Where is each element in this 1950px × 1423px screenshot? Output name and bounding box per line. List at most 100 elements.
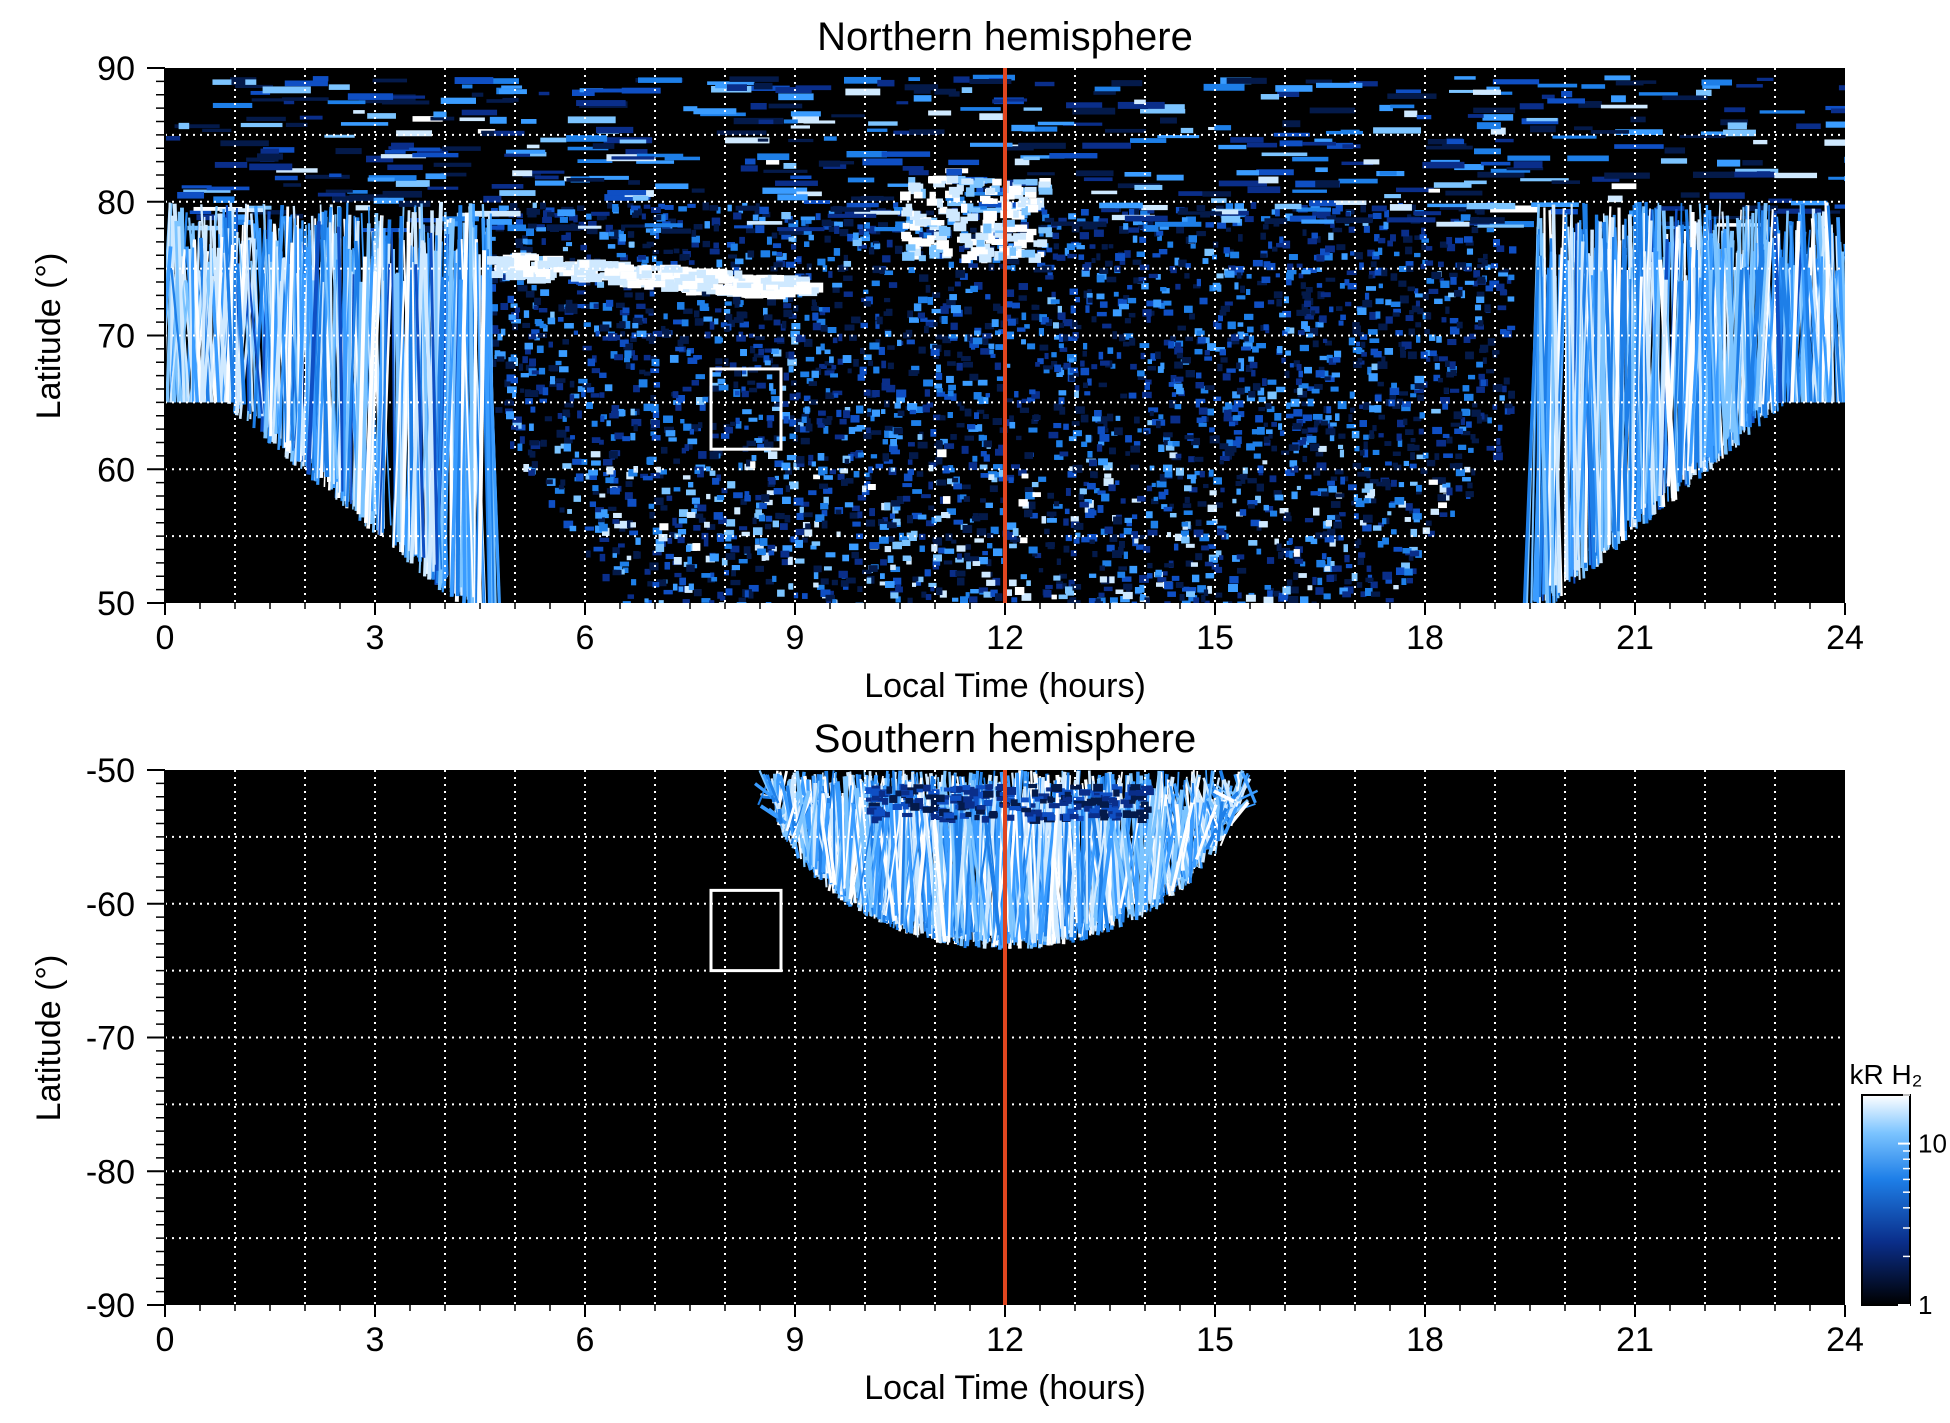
emission-pixel	[1472, 280, 1478, 287]
emission-pixel	[819, 483, 829, 489]
emission-pixel	[1357, 498, 1363, 506]
emission-pixel	[630, 522, 636, 528]
emission-pixel	[1296, 364, 1302, 371]
emission-pixel	[1147, 359, 1152, 364]
emission-pixel	[882, 453, 889, 462]
emission-pixel	[931, 308, 941, 314]
emission-pixel	[624, 292, 633, 298]
emission-pixel	[887, 345, 895, 350]
emission-pixel	[1233, 400, 1244, 408]
emission-pixel	[520, 246, 527, 251]
emission-pixel	[1311, 388, 1320, 394]
emission-pixel	[1101, 244, 1108, 250]
emission-pixel	[788, 481, 799, 490]
emission-pixel	[497, 333, 503, 341]
emission-pixel	[1053, 503, 1063, 509]
emission-pixel	[739, 236, 745, 244]
emission-pixel	[1087, 295, 1093, 303]
emission-pixel	[1460, 431, 1471, 436]
emission-pixel	[581, 391, 586, 398]
emission-pixel	[1070, 305, 1076, 314]
emission-pixel	[1024, 509, 1033, 518]
emission-pixel	[1098, 592, 1105, 597]
emission-pixel	[1102, 323, 1112, 329]
emission-pixel	[1378, 414, 1385, 420]
emission-pixel	[1166, 532, 1172, 538]
emission-pixel	[550, 376, 556, 385]
emission-pixel	[1134, 416, 1140, 424]
emission-pixel	[1271, 209, 1279, 215]
emission-pixel	[1337, 444, 1344, 449]
emission-pixel	[540, 202, 546, 210]
emission-pixel	[619, 321, 626, 329]
emission-pixel	[1199, 533, 1210, 542]
emission-pixel	[1317, 577, 1323, 586]
emission-pixel	[1267, 590, 1273, 598]
emission-pixel	[1369, 311, 1378, 320]
emission-pixel	[1486, 445, 1496, 451]
emission-pixel	[890, 449, 900, 455]
emission-pixel	[1228, 421, 1236, 427]
emission-pixel	[704, 521, 710, 528]
emission-pixel	[823, 475, 833, 480]
emission-pixel	[1496, 245, 1505, 252]
emission-streak	[847, 177, 875, 183]
emission-pixel	[1236, 511, 1244, 517]
emission-pixel	[1359, 420, 1367, 427]
emission-pixel	[1282, 310, 1292, 318]
emission-pixel	[668, 437, 677, 442]
emission-pixel	[1178, 259, 1187, 267]
emission-pixel	[1185, 370, 1196, 378]
emission-pixel	[1227, 446, 1237, 453]
emission-pixel	[1349, 391, 1355, 399]
emission-pixel	[1405, 261, 1414, 269]
emission-pixel	[811, 461, 816, 467]
emission-pixel	[507, 295, 515, 303]
emission-pixel	[806, 378, 814, 384]
emission-pixel	[1188, 595, 1198, 602]
emission-pixel	[667, 538, 673, 544]
emission-pixel	[1105, 260, 1113, 267]
emission-pixel	[1487, 338, 1496, 346]
emission-pixel	[1064, 247, 1070, 256]
emission-pixel	[510, 441, 515, 449]
emission-pixel	[890, 438, 897, 447]
emission-pixel	[781, 559, 792, 566]
emission-pixel	[1028, 546, 1038, 554]
emission-pixel	[1301, 437, 1306, 445]
emission-pixel	[642, 243, 651, 249]
emission-pixel	[653, 330, 664, 337]
emission-pixel	[548, 500, 556, 508]
emission-pixel	[1196, 417, 1204, 423]
emission-pixel	[1179, 594, 1185, 601]
emission-pixel	[1387, 240, 1393, 247]
emission-pixel	[569, 394, 575, 402]
emission-pixel	[763, 307, 768, 316]
emission-pixel	[1302, 292, 1311, 299]
emission-pixel	[666, 495, 673, 501]
emission-pixel	[1326, 574, 1334, 582]
emission-pixel	[1463, 393, 1474, 401]
emission-pixel	[974, 330, 981, 336]
emission-pixel	[1471, 438, 1479, 444]
emission-pixel	[1296, 309, 1307, 316]
emission-pixel	[1187, 474, 1197, 480]
emission-pixel	[822, 307, 830, 313]
emission-pixel	[1226, 249, 1234, 256]
emission-pixel	[1116, 352, 1122, 359]
emission-pixel	[767, 298, 776, 306]
emission-pixel	[599, 324, 610, 332]
emission-pixel	[1167, 241, 1174, 248]
emission-pixel	[1288, 444, 1299, 451]
emission-pixel	[1310, 306, 1320, 314]
emission-pixel	[610, 229, 620, 237]
emission-pixel	[777, 513, 785, 520]
emission-pixel	[1246, 443, 1255, 451]
emission-pixel	[592, 485, 599, 491]
emission-pixel	[1311, 232, 1318, 239]
emission-pixel	[506, 411, 514, 420]
emission-pixel	[1429, 334, 1436, 341]
emission-pixel	[1364, 483, 1374, 490]
emission-pixel	[1209, 427, 1215, 433]
emission-pixel	[625, 343, 633, 349]
